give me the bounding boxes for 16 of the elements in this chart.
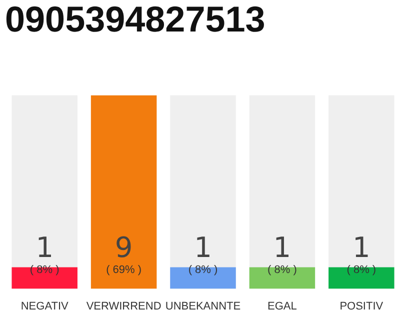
x-tick-label: UNBEKANNTE: [165, 300, 241, 312]
x-tick-label: POSITIV: [340, 300, 384, 312]
annotation: ( 69% ): [106, 264, 142, 276]
annotation: ( 8% ): [346, 264, 376, 276]
chart-title: 0905394827513: [5, 0, 266, 40]
annotation: ( 8% ): [30, 264, 60, 276]
x-tick-label: EGAL: [268, 300, 297, 312]
data-label: 9: [114, 230, 133, 264]
data-label: 1: [352, 230, 370, 264]
data-label: 1: [273, 230, 292, 264]
x-tick-label: VERWIRREND: [86, 300, 162, 312]
data-label: 1: [194, 230, 212, 264]
annotation: ( 8% ): [268, 264, 297, 276]
annotation: ( 8% ): [188, 264, 218, 276]
data-label: 1: [36, 230, 54, 264]
x-tick-label: NEGATIV: [20, 300, 69, 312]
